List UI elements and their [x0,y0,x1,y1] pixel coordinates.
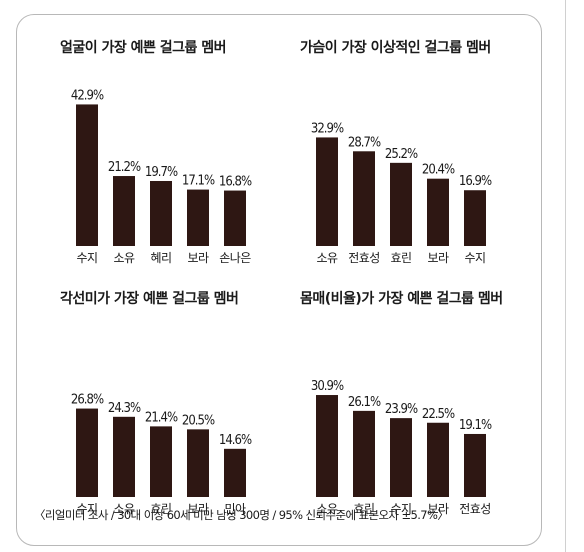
chart-svg: 26.8% 수지 24.3% 소유 21.4% 효린 20.5% 보라 14.6% 민아 [71,393,253,516]
category-label: 수지 [76,251,97,265]
data-label: 14.6% [219,433,252,448]
bar [427,422,449,497]
category-label: 혜리 [150,251,171,265]
data-label: 16.9% [459,174,492,189]
category-label: 보라 [187,251,209,265]
category-label: 소유 [113,502,135,516]
data-label: 26.8% [71,393,104,408]
chart-title: 각선미가 가장 예쁜 걸그룹 멤버 [60,291,239,307]
chart-title: 몸매(비율)가 가장 예쁜 걸그룹 멤버 [300,291,503,307]
bar [390,162,412,246]
bar [427,178,449,246]
data-label: 21.4% [145,410,178,425]
data-label: 17.1% [182,174,215,189]
category-label: 소유 [316,502,338,516]
bar [150,426,172,497]
bar [224,190,246,246]
chart-panel-chest: 가슴이 가장 이상적인 걸그룹 멤버 32.9% 소유 28.7% 전효성 25.2% 효… [300,37,540,277]
data-label: 30.9% [311,379,344,394]
category-label: 보라 [427,502,449,516]
data-label: 26.1% [348,395,381,410]
category-label: 효린 [150,502,171,516]
bar [224,448,246,497]
bar [390,418,412,497]
chart-svg: 42.9% 수지 21.2% 소유 19.7% 혜리 17.1% 보라 16.8% 손나은 [71,88,253,265]
bar [187,429,209,497]
data-label: 23.9% [385,402,418,417]
data-label: 25.2% [385,147,418,162]
bar [464,190,486,246]
chart-panel-legs: 각선미가 가장 예쁜 걸그룹 멤버 26.8% 수지 24.3% 소유 21.4% 효린 2… [60,288,300,528]
data-label: 19.7% [145,165,178,180]
data-label: 32.9% [311,121,344,136]
category-label: 보라 [187,502,209,516]
category-label: 효린 [390,251,411,265]
bar [187,189,209,246]
chart-panel-face: 얼굴이 가장 예쁜 걸그룹 멤버 42.9% 수지 21.2% 소유 19.7% 혜리 17… [60,37,300,277]
bar [464,433,486,497]
source-footnote: 〈리얼미터 조사 / 30대 이상 60세 미만 남성 300명 / 95% 신… [34,508,449,522]
category-label: 손나은 [219,251,251,265]
data-label: 22.5% [422,407,455,422]
category-label: 수지 [76,502,97,516]
chart-title: 가슴이 가장 이상적인 걸그룹 멤버 [300,40,491,56]
chart-svg: 32.9% 소유 28.7% 전효성 25.2% 효린 20.4% 보라 16.9% 수지 [311,121,493,265]
data-label: 20.4% [422,163,455,178]
bar [316,395,338,497]
data-label: 16.8% [219,175,252,190]
bar [353,151,375,246]
bar [113,416,135,497]
category-label: 전효성 [459,502,491,516]
data-label: 24.3% [108,401,141,416]
bar [113,176,135,246]
category-label: 전효성 [348,251,380,265]
category-label: 수지 [464,251,485,265]
data-label: 42.9% [71,88,104,103]
data-label: 21.2% [108,160,141,175]
page-edge-divider [565,0,566,552]
bar [150,180,172,246]
data-label: 20.5% [182,413,215,428]
chart-panel-proportion: 몸매(비율)가 가장 예쁜 걸그룹 멤버 30.9% 소유 26.1% 효린 23.9%… [300,288,540,528]
category-label: 수지 [390,502,411,516]
category-label: 민아 [224,502,246,516]
bar [353,410,375,497]
category-label: 효린 [353,502,374,516]
chart-card [16,14,542,546]
bar [76,104,98,247]
data-label: 19.1% [459,418,492,433]
chart-svg: 30.9% 소유 26.1% 효린 23.9% 수지 22.5% 보라 19.1% 전효성 [311,379,493,516]
data-label: 28.7% [348,135,381,150]
bar [76,408,98,497]
chart-title: 얼굴이 가장 예쁜 걸그룹 멤버 [60,40,227,56]
bar [316,137,338,246]
category-label: 소유 [113,251,135,265]
category-label: 보라 [427,251,449,265]
category-label: 소유 [316,251,338,265]
